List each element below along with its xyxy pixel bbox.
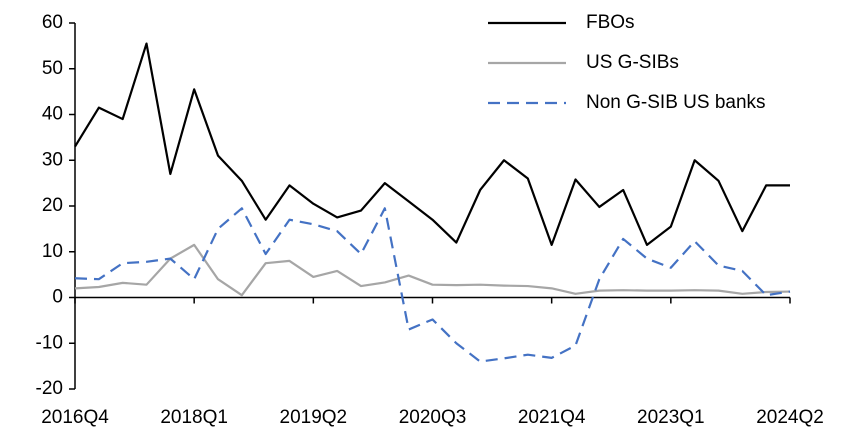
x-tick-label: 2023Q1 xyxy=(637,407,705,428)
y-tick-label: 20 xyxy=(42,195,63,216)
x-tick-label: 2019Q2 xyxy=(280,407,348,428)
y-tick-label: 10 xyxy=(42,241,63,262)
legend-label: FBOs xyxy=(586,12,635,33)
x-tick-label: 2020Q3 xyxy=(399,407,467,428)
y-tick-label: -10 xyxy=(36,332,63,353)
y-tick-label: 30 xyxy=(42,149,63,170)
y-tick-label: -20 xyxy=(36,378,63,399)
x-tick-label: 2016Q4 xyxy=(41,407,109,428)
y-tick-label: 50 xyxy=(42,58,63,79)
y-tick-label: 60 xyxy=(42,12,63,33)
series-line xyxy=(74,42,790,246)
legend-label: US G-SIBs xyxy=(586,52,679,73)
series-line xyxy=(74,243,791,297)
y-tick-label: 40 xyxy=(42,104,63,125)
legend-label: Non G-SIB US banks xyxy=(586,92,766,113)
x-tick-label: 2018Q1 xyxy=(160,407,228,428)
x-tick-label: 2021Q4 xyxy=(518,407,586,428)
x-tick-label: 2024Q2 xyxy=(756,407,824,428)
series-line xyxy=(74,207,791,363)
y-tick-label: 0 xyxy=(52,287,63,308)
